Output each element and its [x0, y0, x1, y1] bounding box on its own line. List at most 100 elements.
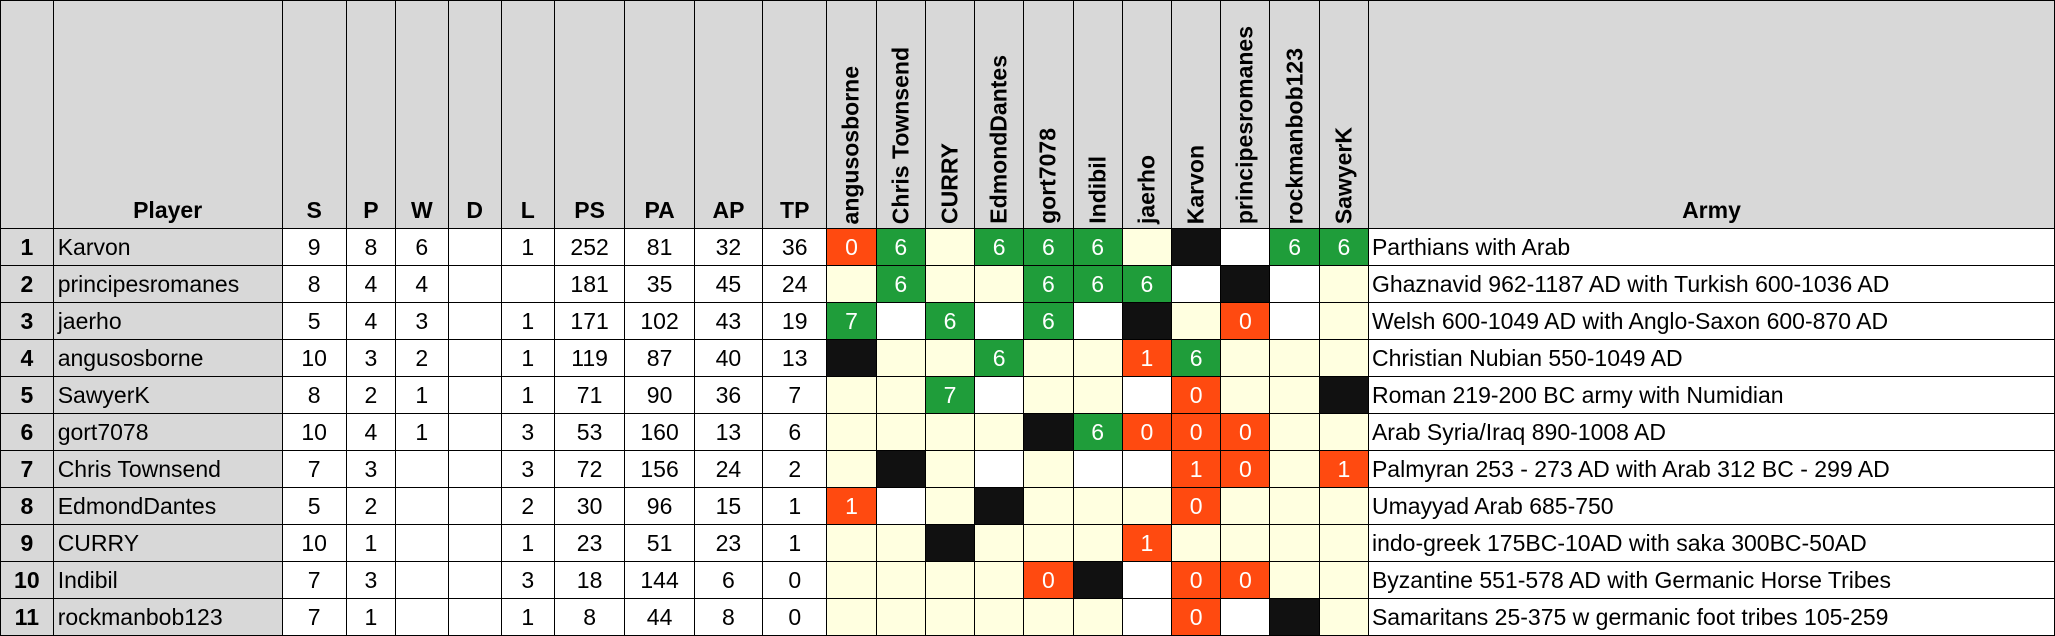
result-cell: 1 — [1121, 339, 1173, 377]
result-cell — [924, 265, 976, 303]
stat-tp-cell: 6 — [762, 413, 828, 451]
result-cell — [1072, 561, 1123, 599]
stat-s-cell: 7 — [281, 450, 347, 488]
stat-w-cell — [395, 524, 449, 562]
stat-ap-cell: 32 — [693, 228, 764, 266]
result-cell — [826, 413, 877, 451]
header-opponent: angusosborne — [826, 0, 877, 229]
header-opponent: Chris Townsend — [875, 0, 926, 229]
result-cell: 7 — [924, 376, 976, 414]
result-cell — [1269, 524, 1320, 562]
stat-ap-cell: 45 — [693, 265, 764, 303]
stat-ap-cell: 43 — [693, 302, 764, 340]
stat-pa-cell: 102 — [624, 302, 695, 340]
result-cell — [1023, 487, 1074, 525]
stat-s-cell: 7 — [281, 561, 347, 599]
stat-tp-cell: 1 — [762, 524, 828, 562]
table-row: 6 gort7078 10 4 1 3 53 160 13 6 6 0 0 0 Arab Syria/Ira… — [0, 413, 2055, 451]
result-cell — [1318, 376, 1369, 414]
result-cell — [1269, 265, 1320, 303]
player-name-cell: SawyerK — [52, 376, 283, 414]
stat-pa-cell: 44 — [624, 598, 695, 636]
header-stat-l: L — [500, 0, 555, 229]
result-cell — [1318, 339, 1369, 377]
player-name-cell: angusosborne — [52, 339, 283, 377]
player-name-cell: gort7078 — [52, 413, 283, 451]
result-cell — [875, 487, 926, 525]
stat-pa-cell: 160 — [624, 413, 695, 451]
result-cell: 6 — [1023, 302, 1074, 340]
result-cell — [974, 302, 1025, 340]
stat-d-cell — [447, 413, 502, 451]
stat-l-cell: 3 — [500, 413, 555, 451]
header-opponent: principesromanes — [1220, 0, 1271, 229]
result-cell — [1121, 561, 1173, 599]
header-opponent: EdmondDantes — [974, 0, 1025, 229]
stat-p-cell: 8 — [345, 228, 397, 266]
result-cell — [1072, 376, 1123, 414]
stat-tp-cell: 36 — [762, 228, 828, 266]
stat-l-cell: 1 — [500, 228, 555, 266]
stat-ps-cell: 181 — [553, 265, 626, 303]
stat-p-cell: 3 — [345, 561, 397, 599]
header-stat-w: W — [395, 0, 449, 229]
stat-p-cell: 3 — [345, 339, 397, 377]
stat-p-cell: 2 — [345, 376, 397, 414]
opponent-label: Chris Townsend — [887, 46, 914, 224]
header-opponent: gort7078 — [1023, 0, 1074, 229]
stat-ap-cell: 6 — [693, 561, 764, 599]
stat-d-cell — [447, 376, 502, 414]
army-cell: Arab Syria/Iraq 890-1008 AD — [1367, 413, 2055, 451]
stat-s-cell: 9 — [281, 228, 347, 266]
stat-ap-cell: 15 — [693, 487, 764, 525]
rank-cell: 4 — [0, 339, 54, 377]
result-cell: 6 — [1072, 413, 1123, 451]
result-cell — [1121, 487, 1173, 525]
stat-pa-cell: 96 — [624, 487, 695, 525]
result-cell — [875, 376, 926, 414]
result-cell: 1 — [1121, 524, 1173, 562]
result-cell — [826, 561, 877, 599]
result-cell — [974, 487, 1025, 525]
opponent-label: Indibil — [1084, 156, 1111, 224]
result-cell: 0 — [1220, 450, 1271, 488]
stat-ap-cell: 24 — [693, 450, 764, 488]
stat-ap-cell: 13 — [693, 413, 764, 451]
result-cell: 0 — [1220, 561, 1271, 599]
result-cell — [875, 413, 926, 451]
rank-cell: 9 — [0, 524, 54, 562]
stat-w-cell: 3 — [395, 302, 449, 340]
stat-p-cell: 4 — [345, 302, 397, 340]
stat-w-cell: 4 — [395, 265, 449, 303]
army-cell: Welsh 600-1049 AD with Anglo-Saxon 600-8… — [1367, 302, 2055, 340]
stat-ps-cell: 8 — [553, 598, 626, 636]
stat-s-cell: 8 — [281, 376, 347, 414]
stat-l-cell: 3 — [500, 561, 555, 599]
stat-s-cell: 10 — [281, 339, 347, 377]
result-cell: 0 — [1171, 487, 1222, 525]
stat-pa-cell: 90 — [624, 376, 695, 414]
header-opponent: jaerho — [1121, 0, 1173, 229]
header-army: Army — [1367, 0, 2055, 229]
opponent-label: jaerho — [1133, 154, 1160, 224]
stat-d-cell — [447, 524, 502, 562]
result-cell — [1023, 413, 1074, 451]
opponent-label: SawyerK — [1330, 126, 1357, 224]
rank-cell: 1 — [0, 228, 54, 266]
stat-ps-cell: 23 — [553, 524, 626, 562]
stat-s-cell: 5 — [281, 302, 347, 340]
table-row: 10 Indibil 7 3 3 18 144 6 0 0 0 0 Byzantine 551-578 … — [0, 561, 2055, 599]
table-row: 8 EdmondDantes 5 2 2 30 96 15 1 1 0 Umayyad Arab 68… — [0, 487, 2055, 525]
army-cell: Roman 219-200 BC army with Numidian — [1367, 376, 2055, 414]
header-opponent: SawyerK — [1318, 0, 1369, 229]
stat-pa-cell: 144 — [624, 561, 695, 599]
stat-d-cell — [447, 265, 502, 303]
result-cell — [1318, 265, 1369, 303]
result-cell — [826, 376, 877, 414]
stat-w-cell — [395, 487, 449, 525]
result-cell: 0 — [1171, 561, 1222, 599]
rank-cell: 3 — [0, 302, 54, 340]
stat-ps-cell: 171 — [553, 302, 626, 340]
header-stat-ps: PS — [553, 0, 626, 229]
result-cell — [1072, 339, 1123, 377]
